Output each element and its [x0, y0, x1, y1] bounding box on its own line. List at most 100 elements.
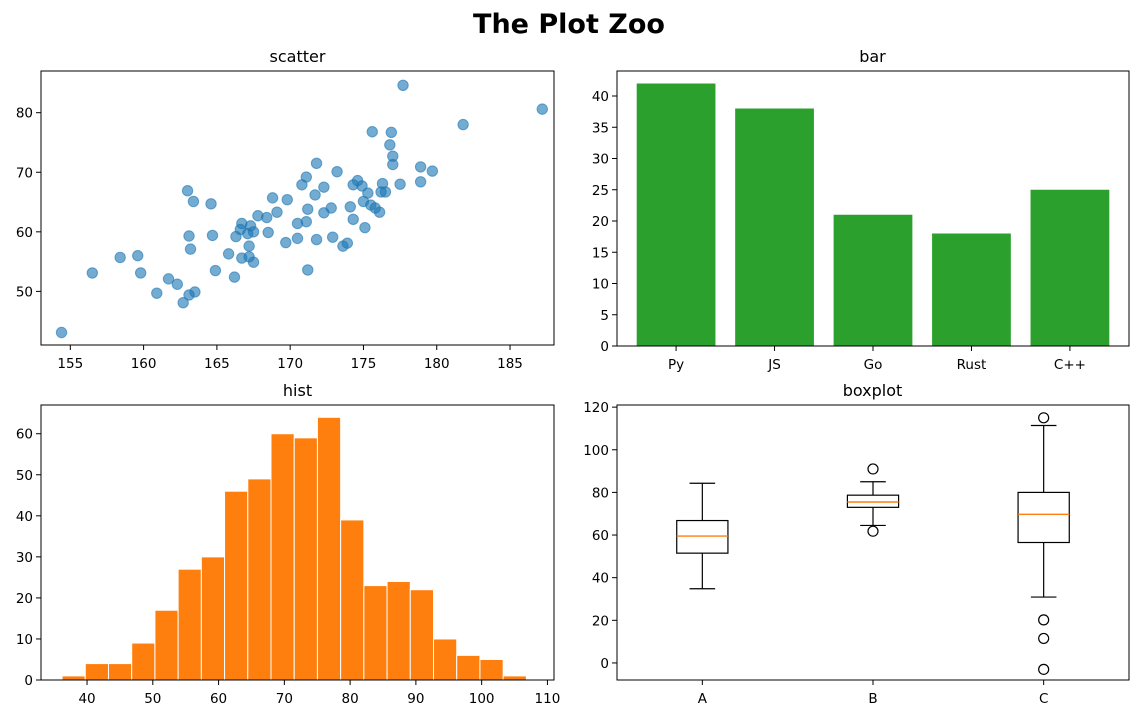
scatter-point — [261, 211, 273, 224]
scatter-point — [341, 237, 354, 249]
hist-bin — [456, 654, 481, 681]
scatter-point — [373, 206, 386, 218]
scatter-point — [205, 198, 217, 210]
scatter-xtick-label: 165 — [204, 356, 230, 372]
scatter-point — [359, 221, 371, 234]
scatter-point — [366, 126, 378, 138]
scatter-point — [384, 139, 396, 151]
scatter-point — [243, 240, 255, 252]
hist-ytick-label: 10 — [16, 632, 33, 648]
hist-bin — [409, 589, 435, 681]
boxplot-xtick-label: C — [1039, 691, 1048, 707]
scatter-point — [394, 178, 406, 190]
boxplot-outlier — [1038, 632, 1050, 645]
boxplot-outlier — [867, 525, 879, 537]
scatter-point — [302, 203, 314, 215]
scatter-point — [55, 326, 68, 339]
hist-xtick-label: 60 — [210, 691, 227, 707]
scatter-point — [310, 157, 323, 170]
scatter-point — [247, 256, 260, 268]
scatter-point — [206, 229, 219, 242]
scatter-point — [300, 171, 312, 183]
bar-ytick-label: 30 — [592, 152, 609, 168]
hist-bin — [200, 556, 226, 681]
hist-bin — [107, 663, 133, 681]
scatter-point — [536, 103, 548, 115]
boxplot-outlier — [1038, 663, 1050, 675]
hist-xtick-label: 50 — [144, 691, 161, 707]
hist-ytick-label: 30 — [16, 550, 33, 566]
scatter-point — [457, 118, 469, 131]
hist-xtick-label: 100 — [469, 691, 495, 707]
boxplot-ytick-label: 60 — [592, 528, 609, 544]
bar-rust — [932, 233, 1011, 346]
hist-bin — [479, 658, 504, 681]
scatter-ytick-label: 70 — [16, 165, 33, 181]
hist-panel: hist 40 50 60 70 80 90 100 110 0 10 20 30 40 50 60 — [16, 381, 561, 707]
scatter-point — [162, 273, 175, 285]
scatter-point — [385, 126, 398, 139]
hist-bin — [270, 433, 295, 681]
scatter-point — [414, 161, 427, 173]
hist-xtick-label: 110 — [535, 691, 561, 707]
hist-xtick-label: 40 — [78, 691, 95, 707]
scatter-point — [309, 189, 321, 201]
hist-ytick-label: 50 — [16, 468, 33, 484]
scatter-axes-frame — [40, 70, 555, 346]
boxplot-panel: boxplot A B C 0 20 40 60 80 100 120 — [583, 381, 1130, 707]
scatter-point — [362, 187, 374, 199]
boxplot-ytick-label: 80 — [592, 485, 609, 501]
hist-ytick-label: 60 — [16, 427, 33, 443]
hist-title: hist — [283, 381, 312, 400]
scatter-point — [114, 251, 126, 264]
scatter-point — [379, 186, 392, 198]
boxplot-box — [846, 494, 900, 508]
hist-ytick-label: 0 — [24, 673, 33, 689]
hist-bin — [224, 490, 249, 681]
hist-axes-frame — [40, 404, 555, 681]
bar-title: bar — [859, 47, 886, 66]
boxplot-ytick-label: 120 — [583, 400, 609, 416]
hist-bin — [293, 437, 318, 681]
scatter-point — [291, 232, 304, 245]
boxplot-xtick-label: B — [868, 691, 877, 707]
scatter-point — [326, 231, 339, 243]
bar-ytick-label: 40 — [592, 89, 609, 105]
scatter-xtick-label: 180 — [424, 356, 450, 372]
scatter-xtick-label: 185 — [497, 356, 523, 372]
hist-bin — [154, 609, 179, 681]
hist-bin — [502, 675, 527, 681]
boxplot-ytick-label: 100 — [583, 443, 609, 459]
scatter-point — [414, 176, 427, 188]
boxplot-title: boxplot — [843, 381, 903, 400]
scatter-title: scatter — [270, 47, 326, 66]
boxplot-ytick-label: 0 — [600, 656, 609, 672]
hist-ytick-label: 20 — [16, 591, 33, 607]
scatter-point — [271, 206, 283, 218]
scatter-point — [86, 267, 99, 279]
boxplot-outlier — [867, 463, 879, 475]
scatter-ytick-label: 50 — [16, 284, 33, 300]
scatter-point — [318, 181, 330, 193]
scatter-point — [331, 165, 343, 178]
scatter-point — [134, 267, 147, 279]
scatter-xtick-label: 170 — [277, 356, 303, 372]
boxplot-ytick-label: 20 — [592, 613, 609, 629]
scatter-point — [281, 193, 293, 206]
scatter-point — [426, 165, 439, 177]
bar-ytick-label: 15 — [592, 245, 609, 261]
hist-bin — [316, 416, 342, 681]
scatter-point — [151, 287, 163, 299]
hist-bin — [84, 663, 109, 681]
hist-bin — [247, 478, 272, 681]
bar-ytick-label: 10 — [592, 277, 609, 293]
hist-bin — [177, 568, 202, 681]
scatter-point — [300, 216, 312, 228]
hist-ytick-label: 40 — [16, 509, 33, 525]
bar-go — [833, 214, 913, 346]
boxplot-box — [676, 519, 729, 554]
bar-cpp — [1030, 189, 1110, 346]
bar-ytick-label: 5 — [600, 308, 609, 324]
bar-ytick-label: 25 — [592, 183, 609, 199]
